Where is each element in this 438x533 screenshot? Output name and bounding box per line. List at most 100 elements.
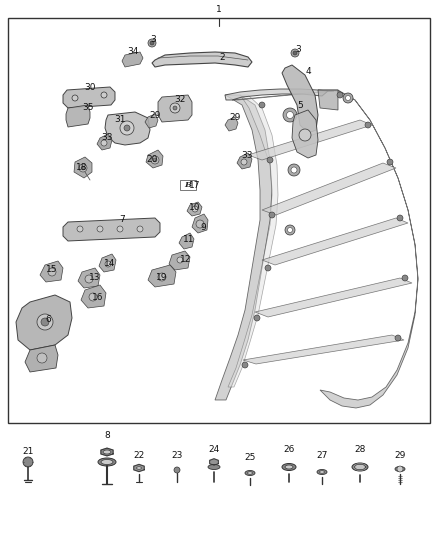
Circle shape [23,457,33,467]
Ellipse shape [208,464,220,470]
Polygon shape [262,218,408,265]
Polygon shape [262,163,396,215]
Circle shape [397,215,403,221]
Circle shape [150,41,154,45]
Polygon shape [232,91,334,100]
Ellipse shape [101,459,113,464]
Text: 13: 13 [89,273,101,282]
Polygon shape [101,448,113,456]
Circle shape [151,156,159,164]
Polygon shape [16,295,72,350]
Ellipse shape [282,464,296,471]
Bar [180,180,196,190]
Text: 29: 29 [230,114,241,123]
Text: 8: 8 [104,431,110,440]
Circle shape [120,121,134,135]
Bar [8,18,430,423]
Polygon shape [255,278,412,317]
Text: 7: 7 [119,215,125,224]
Polygon shape [63,87,115,108]
Ellipse shape [137,467,141,469]
Polygon shape [192,214,208,233]
Text: 11: 11 [183,236,195,245]
Ellipse shape [245,471,255,475]
Text: 3: 3 [150,36,156,44]
Polygon shape [63,218,160,241]
Circle shape [288,164,300,176]
Polygon shape [74,157,92,178]
Text: 34: 34 [127,47,139,56]
Text: 2: 2 [219,52,225,61]
Text: 14: 14 [104,259,116,268]
Polygon shape [354,464,366,470]
Polygon shape [228,95,278,387]
Polygon shape [66,105,90,127]
Polygon shape [225,117,238,131]
Circle shape [117,226,123,232]
Ellipse shape [98,458,116,466]
Ellipse shape [395,466,405,472]
Circle shape [174,467,180,473]
Text: 27: 27 [316,450,328,459]
Text: 24: 24 [208,446,219,455]
Text: 9: 9 [200,223,206,232]
Text: 21: 21 [22,448,34,456]
Circle shape [101,140,107,146]
Text: 26: 26 [283,446,295,455]
Circle shape [365,122,371,128]
Text: 4: 4 [305,68,311,77]
Circle shape [81,166,85,170]
Polygon shape [105,112,150,145]
Polygon shape [40,261,63,282]
Circle shape [158,273,166,281]
Text: 5: 5 [297,101,303,109]
Ellipse shape [319,471,325,473]
Text: 12: 12 [180,255,192,264]
Polygon shape [179,233,194,249]
Circle shape [343,93,353,103]
Circle shape [291,167,297,173]
Polygon shape [237,153,252,169]
Circle shape [269,212,275,218]
Circle shape [346,95,350,101]
Circle shape [192,206,198,212]
Circle shape [291,49,299,57]
Polygon shape [25,345,58,372]
Circle shape [286,111,293,118]
Circle shape [173,106,177,110]
Circle shape [124,125,130,131]
Polygon shape [146,150,163,168]
Circle shape [170,103,180,113]
Ellipse shape [285,465,293,469]
Polygon shape [158,95,192,122]
Circle shape [299,129,311,141]
Circle shape [153,158,157,162]
Polygon shape [134,464,144,472]
Ellipse shape [317,470,327,474]
Polygon shape [187,202,202,216]
Polygon shape [318,90,338,110]
Polygon shape [292,110,318,158]
Text: 28: 28 [354,446,366,455]
Text: 29: 29 [149,110,161,119]
Circle shape [402,275,408,281]
Text: B: B [184,181,191,189]
Ellipse shape [103,450,111,454]
Text: 32: 32 [174,95,186,104]
Polygon shape [225,89,328,100]
Text: 33: 33 [101,133,113,142]
Circle shape [242,362,248,368]
Polygon shape [318,90,418,408]
Polygon shape [248,120,372,160]
Circle shape [101,92,107,98]
Circle shape [293,51,297,55]
Ellipse shape [247,472,252,474]
Circle shape [137,226,143,232]
Polygon shape [282,65,318,133]
Text: 17: 17 [189,181,201,190]
Circle shape [285,225,295,235]
Circle shape [287,228,293,232]
Polygon shape [97,134,112,150]
Circle shape [259,102,265,108]
Polygon shape [145,114,158,128]
